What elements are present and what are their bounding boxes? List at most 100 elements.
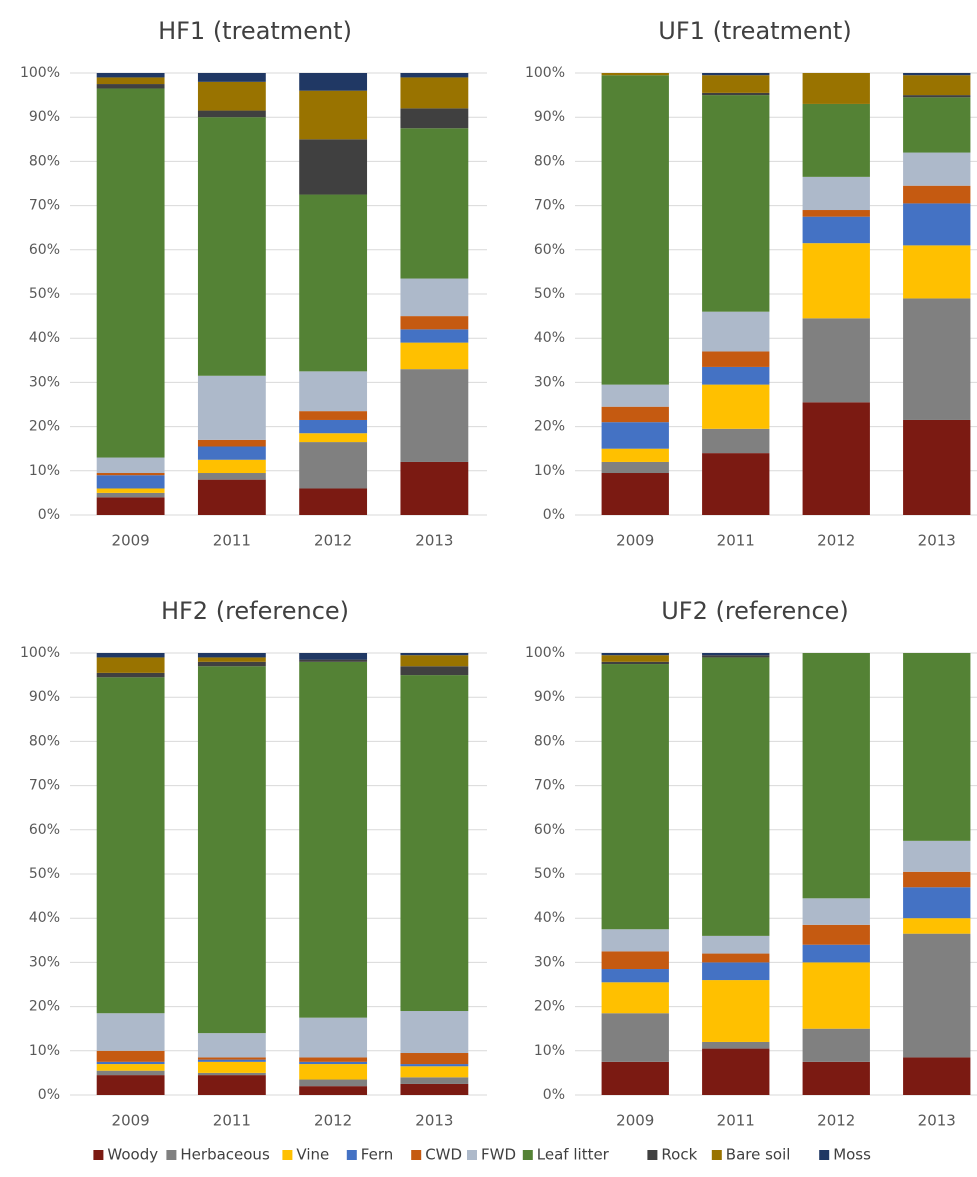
y-tick-label: 10%: [29, 1043, 60, 1059]
x-tick-label: 2011: [213, 532, 251, 550]
bar-segment: [702, 384, 770, 429]
bar-segment: [299, 73, 368, 91]
bar-segment: [197, 473, 266, 480]
legend-swatch: [346, 1150, 357, 1160]
bar-segment: [96, 657, 165, 673]
y-tick-label: 50%: [29, 286, 60, 302]
bar-segment: [601, 422, 669, 449]
bar-segment: [601, 982, 669, 1014]
legend-swatch: [819, 1150, 830, 1160]
bar-segment: [702, 92, 770, 96]
x-tick-label: 2009: [616, 532, 654, 550]
bar-segment: [197, 81, 266, 111]
bar-segment: [197, 666, 266, 1034]
bar-segment: [601, 969, 669, 983]
x-tick-label: 2012: [817, 1112, 855, 1130]
legend-label: CWD: [425, 1146, 462, 1164]
y-tick-label: 70%: [29, 778, 60, 794]
bar-segment: [802, 216, 870, 244]
legend-label: Herbaceous: [180, 1146, 270, 1164]
bar-segment: [96, 475, 165, 489]
y-tick-label: 90%: [29, 109, 60, 125]
bar-segment: [400, 108, 469, 129]
bar-segment: [299, 488, 368, 515]
bar-segment: [299, 1086, 368, 1095]
bar-segment: [197, 1075, 266, 1095]
bar-segment: [96, 1061, 165, 1065]
bar-segment: [400, 461, 469, 515]
legend-label: Fern: [361, 1146, 393, 1164]
legend-swatch: [411, 1150, 422, 1160]
bar-segment: [400, 128, 469, 279]
bar-segment: [197, 657, 266, 662]
bar-segment: [802, 1028, 870, 1062]
bar-segment: [197, 73, 266, 82]
y-tick-label: 90%: [534, 689, 565, 705]
y-tick-label: 0%: [543, 1087, 565, 1103]
bar-segment: [702, 311, 770, 352]
y-tick-label: 70%: [534, 198, 565, 214]
bar-segment: [702, 73, 770, 76]
bar-segment: [96, 653, 165, 658]
bar-segment: [601, 664, 669, 930]
legend-label: Woody: [107, 1146, 158, 1164]
bar-segment: [197, 1059, 266, 1062]
y-tick-label: 30%: [29, 954, 60, 970]
x-tick-label: 2009: [112, 1112, 150, 1130]
bar-segment: [601, 473, 669, 515]
bar-segment: [601, 655, 669, 662]
bar-segment: [197, 1072, 266, 1076]
y-tick-label: 30%: [534, 374, 565, 390]
bar-segment: [197, 117, 266, 376]
bar-segment: [903, 887, 971, 919]
bar-segment: [96, 457, 165, 474]
bar-segment: [96, 1013, 165, 1051]
bar-segment: [802, 962, 870, 1029]
bar-segment: [903, 97, 971, 153]
bar-segment: [601, 461, 669, 474]
bar-segment: [802, 103, 870, 177]
y-tick-label: 50%: [29, 866, 60, 882]
bar-segment: [903, 1057, 971, 1095]
y-tick-label: 40%: [29, 330, 60, 346]
legend-swatch: [711, 1150, 722, 1160]
x-tick-label: 2009: [112, 532, 150, 550]
bar-segment: [601, 1061, 669, 1095]
bar-segment: [702, 655, 770, 658]
bar-segment: [601, 384, 669, 407]
y-tick-label: 20%: [29, 999, 60, 1015]
bar-segment: [197, 110, 266, 118]
legend-label: FWD: [481, 1146, 516, 1164]
bar-segment: [601, 951, 669, 970]
y-tick-label: 40%: [534, 910, 565, 926]
bar-segment: [702, 95, 770, 312]
bar-segment: [802, 73, 870, 104]
bar-segment: [400, 369, 469, 462]
bar-segment: [702, 980, 770, 1042]
y-tick-label: 90%: [534, 109, 565, 125]
y-tick-label: 80%: [534, 153, 565, 169]
legend-swatch: [166, 1150, 177, 1160]
bar-segment: [96, 84, 165, 89]
bar-segment: [299, 194, 368, 372]
bar-segment: [197, 479, 266, 515]
bar-segment: [96, 77, 165, 85]
y-tick-label: 100%: [20, 645, 60, 661]
bar-segment: [903, 653, 971, 841]
bar-segment: [802, 210, 870, 217]
y-tick-label: 100%: [525, 65, 565, 81]
bar-segment: [400, 278, 469, 317]
y-tick-label: 60%: [534, 822, 565, 838]
y-tick-label: 80%: [534, 733, 565, 749]
bar-segment: [400, 329, 469, 343]
legend-swatch: [93, 1150, 104, 1160]
bar-segment: [197, 446, 266, 460]
y-tick-label: 30%: [534, 954, 565, 970]
bar-segment: [702, 657, 770, 936]
bar-segment: [802, 1061, 870, 1095]
bar-segment: [197, 1057, 266, 1060]
bar-segment: [903, 419, 971, 515]
bar-segment: [299, 442, 368, 489]
bar-segment: [601, 73, 669, 76]
bar-segment: [299, 371, 368, 412]
